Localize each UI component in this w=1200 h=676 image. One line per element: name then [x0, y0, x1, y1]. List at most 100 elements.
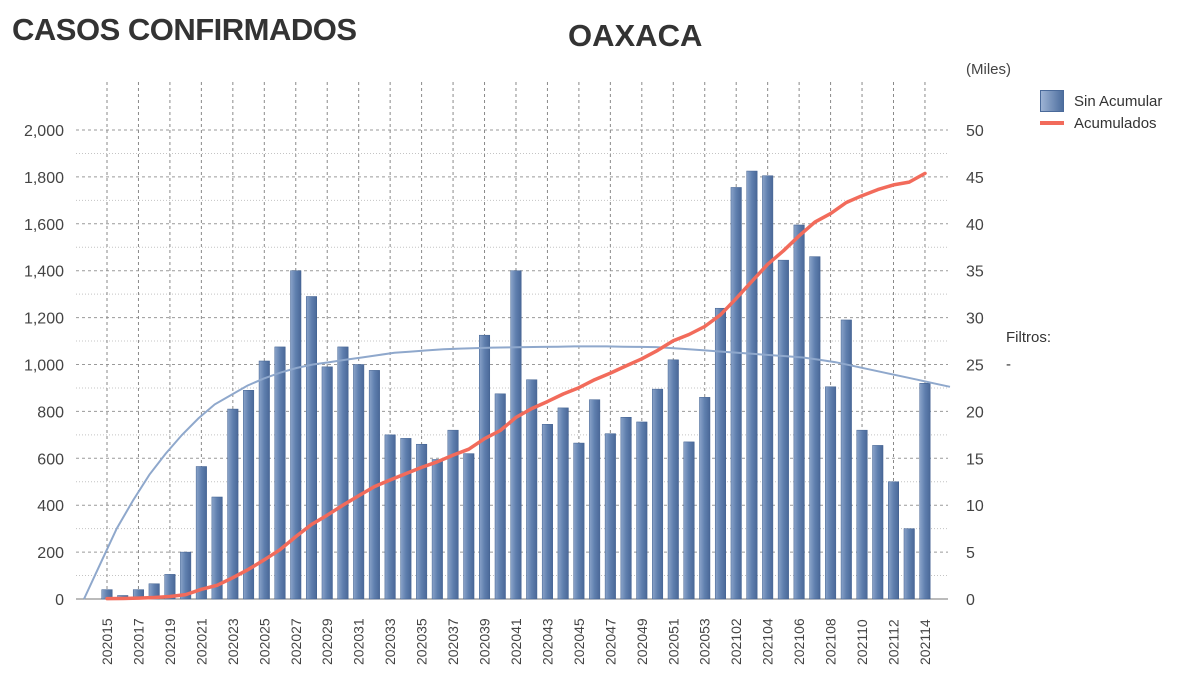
bar [274, 346, 286, 600]
bar [903, 528, 915, 600]
legend-item-line[interactable]: Acumulados [1040, 112, 1162, 134]
bar [888, 481, 899, 600]
bar [573, 442, 585, 600]
right-tick-label: 15 [966, 451, 984, 468]
bar [746, 170, 758, 600]
bar [683, 441, 695, 600]
legend-item-bars[interactable]: Sin Acumular [1040, 90, 1162, 112]
bar [809, 256, 821, 600]
bar [211, 496, 223, 600]
bar [447, 429, 459, 600]
right-tick-label: 5 [966, 545, 975, 562]
bar [541, 424, 553, 600]
x-tick-label: 202023 [225, 618, 241, 665]
x-axis-ticks: 202015 202017 202019 202021 202023 202025 2020… [99, 618, 933, 665]
legend: Sin Acumular Acumulados [1040, 90, 1162, 134]
x-tick-label: 202037 [445, 618, 461, 665]
bar [714, 307, 726, 600]
left-tick-label: 1,200 [24, 311, 64, 328]
x-tick-label: 202104 [760, 618, 776, 665]
bar [840, 319, 852, 600]
bar [494, 393, 506, 600]
x-tick-label: 202041 [508, 618, 524, 665]
bar [400, 438, 412, 600]
legend-line-swatch [1040, 121, 1064, 125]
left-tick-label: 800 [37, 404, 64, 421]
x-tick-label: 202110 [854, 619, 870, 665]
right-axis-units: (Miles) [966, 61, 1011, 78]
filters-value: - [1006, 356, 1011, 373]
bar [479, 334, 491, 600]
left-tick-label: 1,000 [24, 358, 64, 375]
x-tick-label: 202043 [539, 618, 555, 665]
bar [353, 364, 365, 600]
bar [290, 270, 302, 600]
x-tick-label: 202015 [99, 618, 115, 665]
cumulative-polyline [105, 171, 927, 601]
trend-line [83, 345, 951, 600]
x-tick-label: 202114 [917, 619, 933, 665]
x-tick-label: 202108 [823, 618, 839, 665]
x-tick-label: 202106 [791, 618, 807, 665]
bar [589, 399, 601, 600]
x-tick-label: 202112 [886, 619, 902, 665]
x-tick-label: 202031 [351, 618, 367, 665]
bar [337, 346, 349, 600]
x-tick-label: 202025 [256, 618, 272, 665]
left-tick-label: 0 [55, 592, 64, 609]
right-tick-label: 35 [966, 264, 984, 281]
x-tick-label: 202053 [697, 618, 713, 665]
left-tick-label: 1,800 [24, 170, 64, 187]
bar [526, 379, 538, 600]
x-tick-label: 202047 [602, 618, 618, 665]
bar [652, 388, 664, 600]
bar [227, 408, 239, 600]
bar [793, 224, 805, 600]
trend-polyline [83, 345, 951, 600]
bar [636, 421, 648, 600]
right-tick-label: 20 [966, 404, 984, 421]
x-tick-label: 202049 [634, 618, 650, 665]
bar [667, 359, 679, 600]
page-title: CASOS CONFIRMADOS [12, 12, 357, 47]
x-tick-label: 202019 [162, 618, 178, 665]
x-tick-label: 202039 [477, 618, 493, 665]
right-tick-label: 25 [966, 358, 984, 375]
bar [258, 360, 270, 600]
x-tick-label: 202021 [193, 618, 209, 665]
right-tick-label: 40 [966, 217, 984, 234]
bar [243, 390, 255, 600]
bar [604, 433, 616, 600]
x-tick-label: 202027 [288, 618, 304, 665]
bar [872, 445, 884, 600]
x-tick-label: 202033 [382, 618, 398, 665]
bar [699, 397, 711, 600]
bar [416, 443, 428, 600]
bar [305, 296, 317, 600]
bar [431, 459, 443, 600]
x-tick-label: 202029 [319, 618, 335, 665]
right-tick-label: 45 [966, 170, 984, 187]
bar [384, 434, 396, 600]
bar [510, 270, 522, 600]
right-tick-label: 50 [966, 123, 984, 140]
legend-line-label: Acumulados [1074, 114, 1157, 132]
left-tick-label: 2,000 [24, 123, 64, 140]
bar [557, 407, 569, 600]
left-axis-ticks: 0 200 400 600 800 1,000 1,200 1,400 1,600 1,800 2,… [24, 123, 64, 609]
legend-bar-swatch [1040, 90, 1064, 112]
left-tick-label: 600 [37, 451, 64, 468]
right-tick-label: 10 [966, 498, 984, 515]
bar [777, 259, 789, 600]
x-tick-label: 202035 [414, 618, 430, 665]
chart-title: OAXACA [568, 18, 703, 53]
bar-series [101, 170, 931, 600]
bar [762, 175, 774, 600]
line-series [105, 171, 927, 601]
x-tick-label: 202017 [130, 618, 146, 665]
filters-label: Filtros: [1006, 329, 1051, 346]
right-axis-ticks: 0 5 10 15 20 25 30 35 40 45 50 [966, 123, 984, 609]
left-tick-label: 1,600 [24, 217, 64, 234]
bar [620, 417, 632, 600]
